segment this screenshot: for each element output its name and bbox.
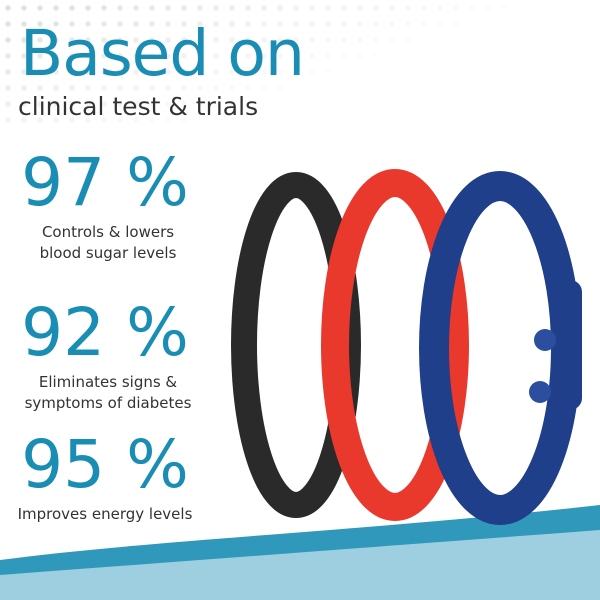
stat-description: Controls & lowers blood sugar levels — [39, 223, 177, 262]
stat-value: 92 % — [21, 294, 189, 371]
stat-description: Eliminates signs & symptoms of diabetes — [24, 373, 192, 412]
stat-value: 95 % — [21, 426, 189, 503]
headline-subtitle: clinical test & trials — [18, 92, 259, 121]
red-bracelet — [321, 169, 469, 521]
headline-title: Based on — [20, 17, 305, 90]
stat-diabetes-symptoms: 92 % Eliminates signs & symptoms of diab… — [5, 300, 205, 414]
stat-blood-sugar: 97 % Controls & lowers blood sugar level… — [5, 150, 205, 264]
stat-description: Improves energy levels — [17, 505, 193, 523]
stat-energy: 95 % Improves energy levels — [5, 432, 205, 525]
dot-pattern-background — [0, 0, 600, 130]
stat-value: 97 % — [21, 144, 189, 221]
